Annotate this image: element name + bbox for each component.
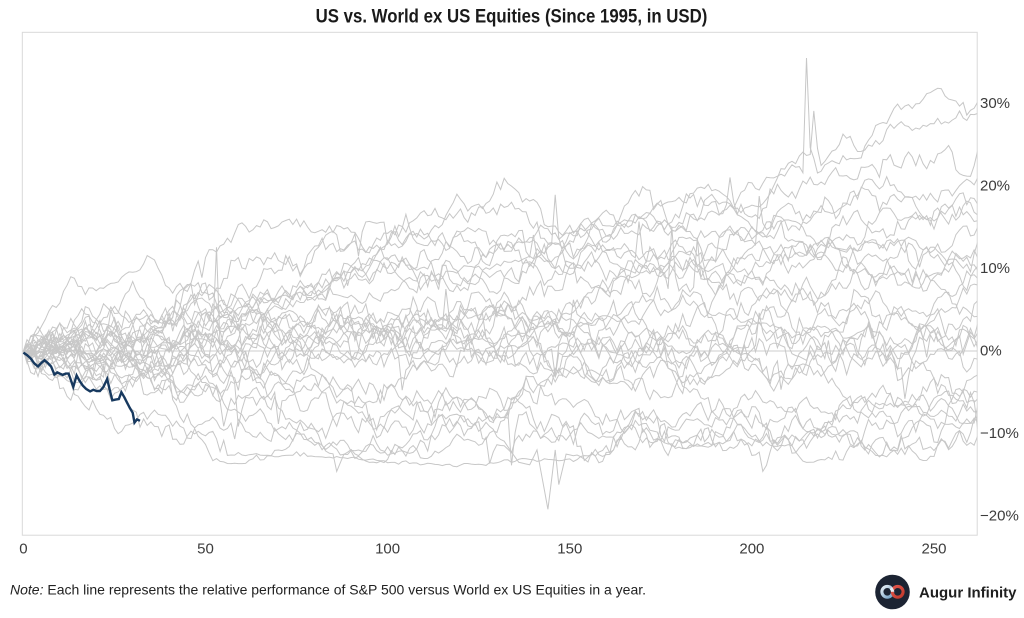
svg-text:−20%: −20% xyxy=(980,508,1019,525)
svg-text:30%: 30% xyxy=(980,95,1010,112)
svg-text:Augur Infinity: Augur Infinity xyxy=(919,584,1017,601)
svg-text:0%: 0% xyxy=(980,343,1002,360)
svg-text:US vs. World ex US Equities (S: US vs. World ex US Equities (Since 1995,… xyxy=(316,5,708,26)
svg-text:Note: Each line represents the: Note: Each line represents the relative … xyxy=(10,582,646,598)
svg-text:0: 0 xyxy=(19,541,27,558)
svg-text:200: 200 xyxy=(739,541,764,558)
svg-text:100: 100 xyxy=(375,541,400,558)
svg-text:10%: 10% xyxy=(980,260,1010,277)
svg-text:150: 150 xyxy=(557,541,582,558)
svg-text:250: 250 xyxy=(921,541,946,558)
svg-text:−10%: −10% xyxy=(980,425,1019,442)
svg-text:50: 50 xyxy=(197,541,214,558)
svg-text:20%: 20% xyxy=(980,178,1010,195)
